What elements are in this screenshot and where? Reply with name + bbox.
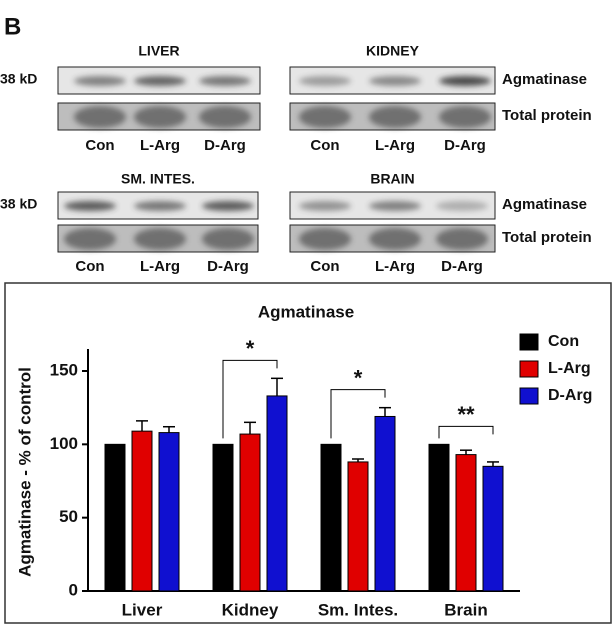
- legend-swatch: [519, 333, 539, 351]
- y-tick-label: 100: [50, 434, 78, 453]
- bar: [320, 443, 342, 592]
- bar: [158, 432, 180, 592]
- lane-label: L-Arg: [140, 258, 180, 275]
- blot-band: [134, 201, 186, 211]
- chart-frame: [4, 282, 612, 624]
- blot-band: [74, 76, 126, 86]
- significance-bracket: [438, 425, 494, 439]
- blot-band: [439, 106, 491, 128]
- x-tick-label: Brain: [444, 600, 487, 619]
- significance-label: *: [246, 336, 255, 361]
- x-tick-label: Liver: [122, 600, 163, 619]
- bar: [266, 395, 288, 592]
- significance-bracket: [222, 359, 278, 439]
- blot-band: [369, 228, 421, 250]
- panel-label: B: [4, 13, 21, 40]
- lane-label: D-Arg: [204, 137, 246, 154]
- bar: [455, 454, 477, 592]
- bar: [374, 415, 396, 592]
- x-tick-label: Kidney: [222, 600, 279, 619]
- y-tick-label: 0: [69, 580, 78, 599]
- lane-label: Con: [310, 258, 339, 275]
- y-tick-label: 150: [50, 360, 78, 379]
- bar: [482, 465, 504, 592]
- lane-label: Con: [75, 258, 104, 275]
- blot-band: [369, 201, 421, 211]
- chart-title: Agmatinase: [258, 302, 354, 321]
- band-label: Agmatinase: [502, 196, 587, 213]
- band-label: Total protein: [502, 229, 592, 246]
- blot-band: [134, 106, 186, 128]
- lane-label: D-Arg: [207, 258, 249, 275]
- bar: [428, 443, 450, 592]
- lane-label: L-Arg: [140, 137, 180, 154]
- blot-band: [64, 228, 116, 250]
- bar: [212, 443, 234, 592]
- blot-band: [202, 201, 254, 211]
- legend-label: Con: [548, 333, 579, 350]
- marker-label: 38 kD: [0, 196, 37, 212]
- lane-label: L-Arg: [375, 137, 415, 154]
- tissue-label: SM. INTES.: [121, 171, 195, 187]
- blot-band: [369, 106, 421, 128]
- lane-label: L-Arg: [375, 258, 415, 275]
- lane-label: Con: [85, 137, 114, 154]
- significance-label: **: [457, 402, 475, 427]
- band-label: Agmatinase: [502, 71, 587, 88]
- legend-swatch: [519, 387, 539, 405]
- blot-band: [299, 76, 351, 86]
- blot-band: [299, 106, 351, 128]
- blot-band: [436, 201, 488, 211]
- y-axis-label: Agmatinase - % of control: [15, 367, 34, 577]
- blot-band: [369, 76, 421, 86]
- bar: [239, 433, 261, 592]
- tissue-label: LIVER: [138, 43, 179, 59]
- blot-band: [299, 228, 351, 250]
- blot-band: [134, 228, 186, 250]
- blot-band: [199, 106, 251, 128]
- bar: [347, 461, 369, 592]
- bar: [131, 430, 153, 592]
- blot-band: [74, 106, 126, 128]
- legend-label: D-Arg: [548, 387, 592, 404]
- legend-label: L-Arg: [548, 360, 591, 377]
- marker-label: 38 kD: [0, 71, 37, 87]
- lane-label: D-Arg: [444, 137, 486, 154]
- legend-swatch: [519, 360, 539, 378]
- x-tick-label: Sm. Intes.: [318, 600, 398, 619]
- bar: [104, 443, 126, 592]
- blot-band: [202, 228, 254, 250]
- y-tick-label: 50: [59, 507, 78, 526]
- tissue-label: KIDNEY: [366, 43, 420, 59]
- blot-band: [134, 76, 186, 86]
- significance-label: *: [354, 365, 363, 390]
- lane-label: D-Arg: [441, 258, 483, 275]
- band-label: Total protein: [502, 107, 592, 124]
- lane-label: Con: [310, 137, 339, 154]
- blot-band: [299, 201, 351, 211]
- blot-band: [436, 228, 488, 250]
- tissue-label: BRAIN: [370, 171, 414, 187]
- significance-bracket: [330, 389, 386, 439]
- blot-band: [64, 201, 116, 211]
- blot-band: [199, 76, 251, 86]
- blot-band: [439, 76, 491, 86]
